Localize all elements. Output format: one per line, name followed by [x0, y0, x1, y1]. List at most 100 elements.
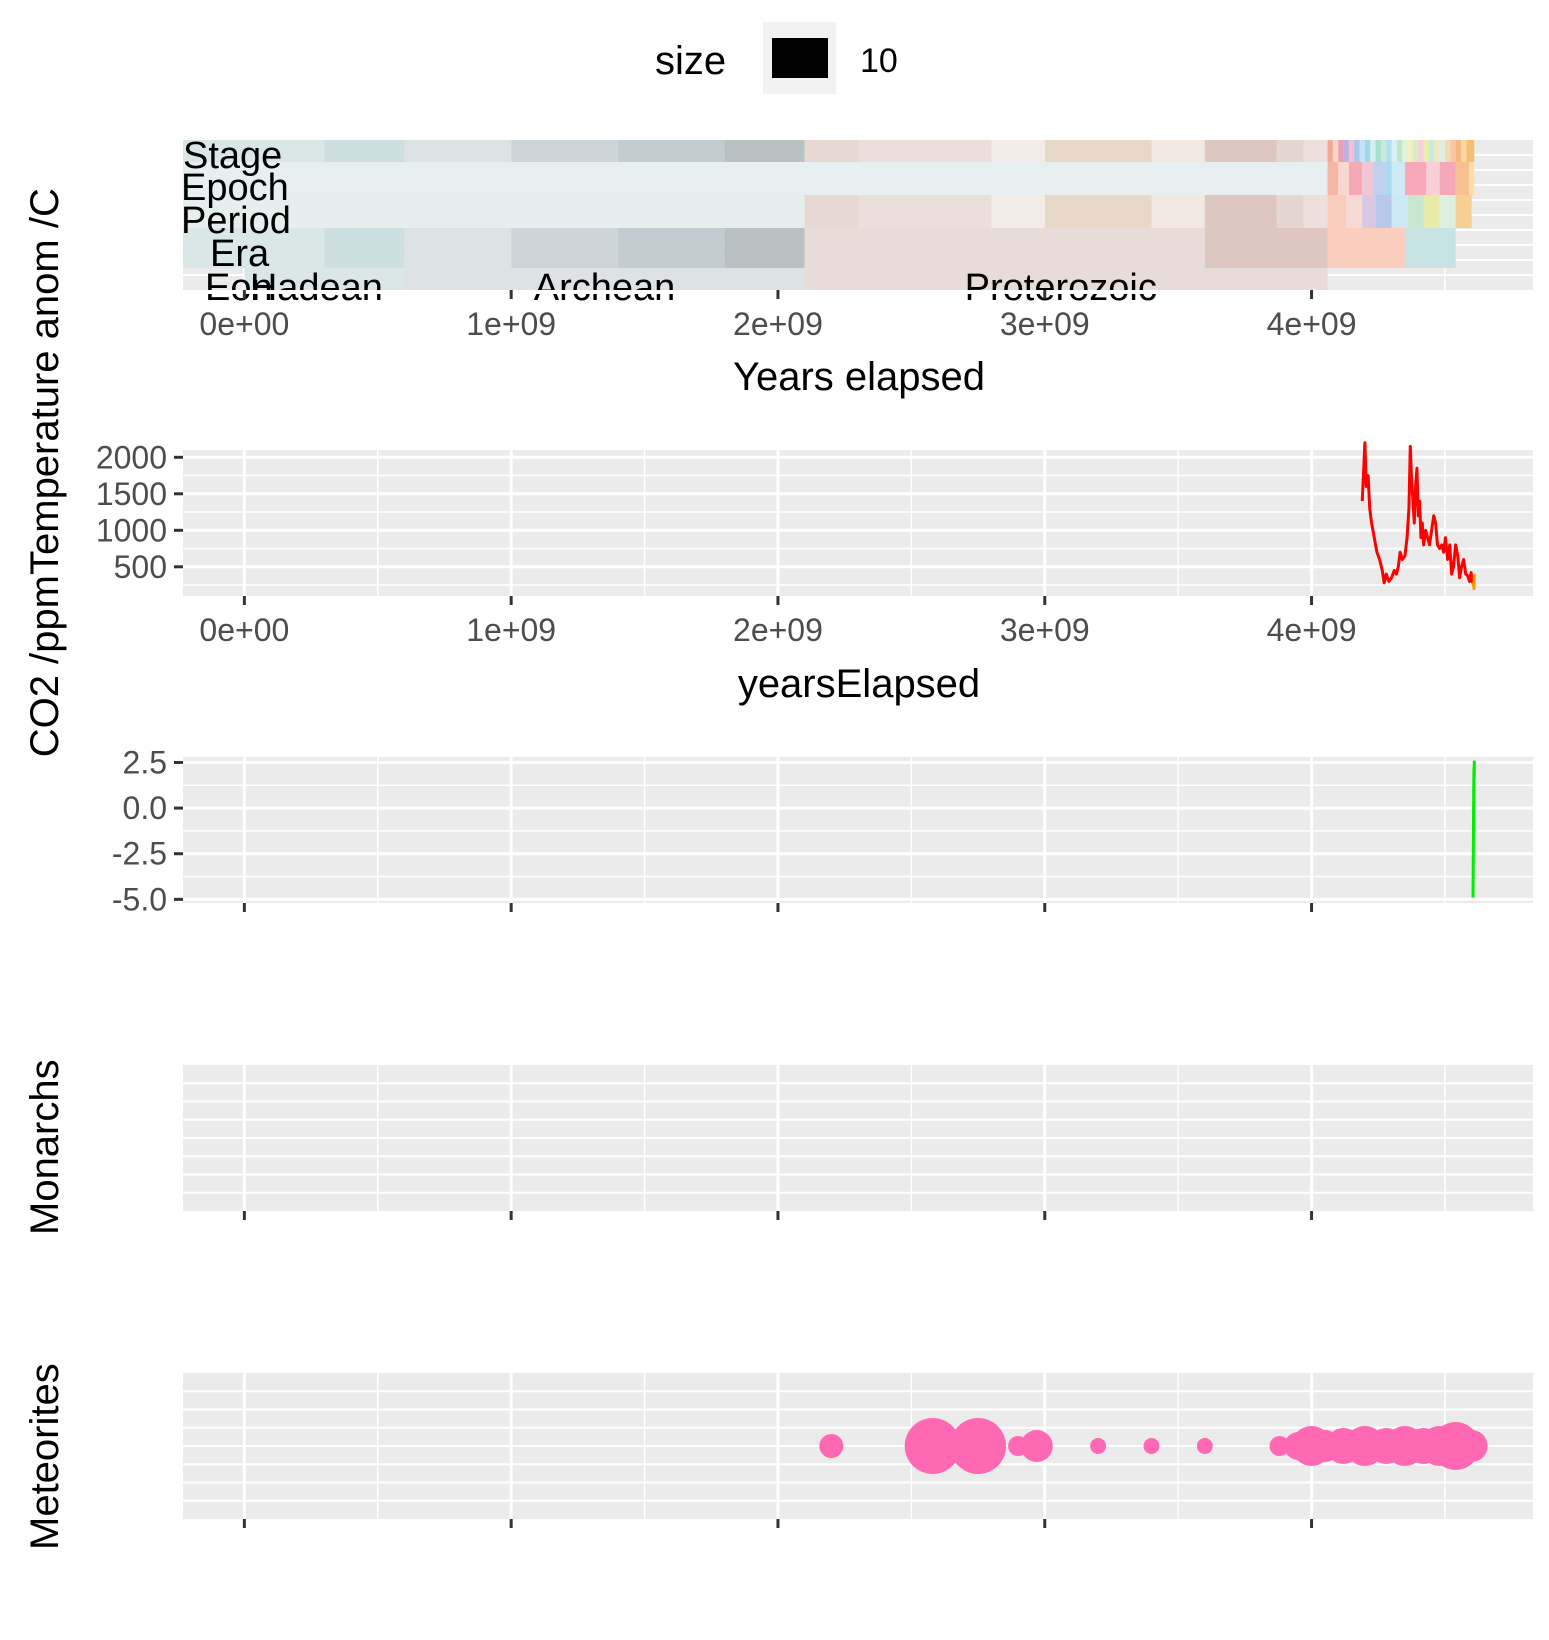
- timeline-segment-stage: [1423, 140, 1429, 162]
- timeline-segment-stage: [1396, 140, 1403, 162]
- meteorite-point: [1269, 1436, 1290, 1456]
- timeline-segment-epoch: [1348, 162, 1363, 195]
- co2-series-line: [1360, 441, 1474, 585]
- timeline-segment-period: [1044, 195, 1152, 228]
- timeline-segment-epoch: [1338, 162, 1349, 195]
- y-tick-label: 500: [114, 549, 167, 585]
- timeline-segment-period: [858, 195, 992, 228]
- timeline-segment-stage: [804, 140, 858, 162]
- temperature-background: [183, 757, 1533, 903]
- timeline-segment-period: [1303, 195, 1328, 228]
- timeline-segment-stage: [724, 140, 805, 162]
- timeline-segment-period: [1204, 195, 1277, 228]
- timeline-segment-stage: [1428, 140, 1435, 162]
- timeline-segment-stage: [1343, 140, 1349, 162]
- timeline-segment-stage: [1460, 140, 1467, 162]
- meteorite-point: [1020, 1430, 1053, 1462]
- x-tick-label: 4e+09: [1267, 306, 1357, 342]
- timeline-segment-era: [324, 228, 405, 268]
- timeline-segment-epoch: [1327, 162, 1339, 195]
- meteorite-point: [1455, 1430, 1488, 1462]
- timeline-segment-stage: [1204, 140, 1277, 162]
- timeline-segment-stage: [1402, 140, 1408, 162]
- timeline-row-label: Era: [210, 233, 270, 275]
- timeline-segment-period: [1375, 195, 1392, 228]
- meteorite-point: [1143, 1438, 1160, 1454]
- timeline-segment-stage: [511, 140, 618, 162]
- timeline-segment-epoch: [1455, 162, 1469, 195]
- temperature-series-line: [1471, 760, 1476, 898]
- eon-label: Archean: [534, 267, 676, 309]
- x-tick-label: 3e+09: [1000, 306, 1090, 342]
- y-tick-label: 0.0: [123, 790, 167, 826]
- y-tick-label: 1000: [96, 512, 167, 548]
- timeline-segment-stage: [1348, 140, 1355, 162]
- x-tick-label: 0e+00: [199, 612, 289, 648]
- timeline-segment-period: [1151, 195, 1205, 228]
- x-tick-label: 2e+09: [733, 612, 823, 648]
- timeline-segment-eon: [804, 268, 1328, 290]
- timeline-row-label: Epoch: [181, 167, 289, 209]
- timeline-segment-era: [1404, 228, 1456, 268]
- timeline-segment-stage: [1327, 140, 1333, 162]
- co2-background: [183, 450, 1533, 596]
- meteorites-panel: [183, 1373, 1533, 1528]
- timeline-segment-period: [1455, 195, 1472, 228]
- timeline-segment-epoch: [1404, 162, 1427, 195]
- timeline-segment-period: [1391, 195, 1408, 228]
- timeline-segment-stage: [324, 140, 405, 162]
- y-tick-label: 1500: [96, 476, 167, 512]
- monarchs-y-axis-title: Monarchs: [23, 1059, 67, 1235]
- timeline-segment-epoch: [1439, 162, 1456, 195]
- timeline-segment-era: [1327, 228, 1405, 268]
- timeline-segment-stage: [1338, 140, 1344, 162]
- timeline-segment-era: [183, 228, 325, 268]
- timeline-segment-period: [1276, 195, 1304, 228]
- timeline-segment-stage: [1359, 140, 1365, 162]
- timeline-segment-era: [404, 228, 512, 268]
- timeline-segment-era: [617, 228, 725, 268]
- timeline-segment-stage: [991, 140, 1045, 162]
- timeline-segment-period: [1423, 195, 1440, 228]
- timeline-segment-stage: [1386, 140, 1392, 162]
- timeline-segment-stage: [1354, 140, 1360, 162]
- legend-value: 10: [860, 42, 898, 80]
- timeline-segment-stage: [1455, 140, 1461, 162]
- meteorite-point: [1090, 1438, 1107, 1454]
- timeline-row-label: Eon: [205, 267, 273, 309]
- timeline-segment-stage: [1444, 140, 1451, 162]
- timeline-segment-stage: [1364, 140, 1371, 162]
- timeline-segment-period: [1362, 195, 1376, 228]
- y-tick-label: 2000: [96, 439, 167, 475]
- timeline-segment-era: [511, 228, 618, 268]
- y-tick-label: 2.5: [123, 744, 167, 780]
- temperature-y-axis-title: Temperature anom /C: [23, 188, 67, 575]
- timeline-segment-stage: [1276, 140, 1304, 162]
- timeline-segment-period: [804, 195, 858, 228]
- timeline-segment-stage: [183, 140, 325, 162]
- timeline-segment-stage: [1370, 140, 1376, 162]
- timeline-segment-stage: [1044, 140, 1152, 162]
- timeline-row-label: Period: [181, 200, 291, 242]
- timeline-segment-stage: [1412, 140, 1419, 162]
- timeline-segment-stage: [1418, 140, 1424, 162]
- eon-label: Hadean: [250, 267, 383, 309]
- meteorites-y-axis-title: Meteorites: [23, 1363, 67, 1550]
- timeline-segment-epoch: [1372, 162, 1387, 195]
- legend-key-swatch: [772, 38, 828, 78]
- timeline-segment-period: [1327, 195, 1347, 228]
- timeline-segment-stage: [1434, 140, 1440, 162]
- legend: size 10: [655, 22, 898, 94]
- timeline-segment-stage: [1375, 140, 1381, 162]
- timeline-segment-eon: [244, 268, 405, 290]
- timeline-segment-stage: [1439, 140, 1445, 162]
- x-tick-label: 0e+00: [199, 306, 289, 342]
- timeline-segment-era: [1204, 228, 1328, 268]
- timeline-segment-stage: [1303, 140, 1328, 162]
- x-tick-label: 2e+09: [733, 306, 823, 342]
- timeline-row-label: Stage: [183, 135, 282, 177]
- timeline-segment-stage: [1450, 140, 1456, 162]
- timeline-segment-epoch: [1426, 162, 1440, 195]
